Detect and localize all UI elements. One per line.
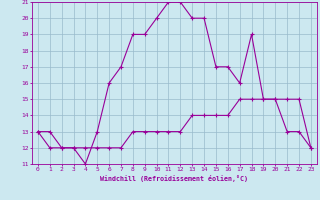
X-axis label: Windchill (Refroidissement éolien,°C): Windchill (Refroidissement éolien,°C)	[100, 175, 248, 182]
